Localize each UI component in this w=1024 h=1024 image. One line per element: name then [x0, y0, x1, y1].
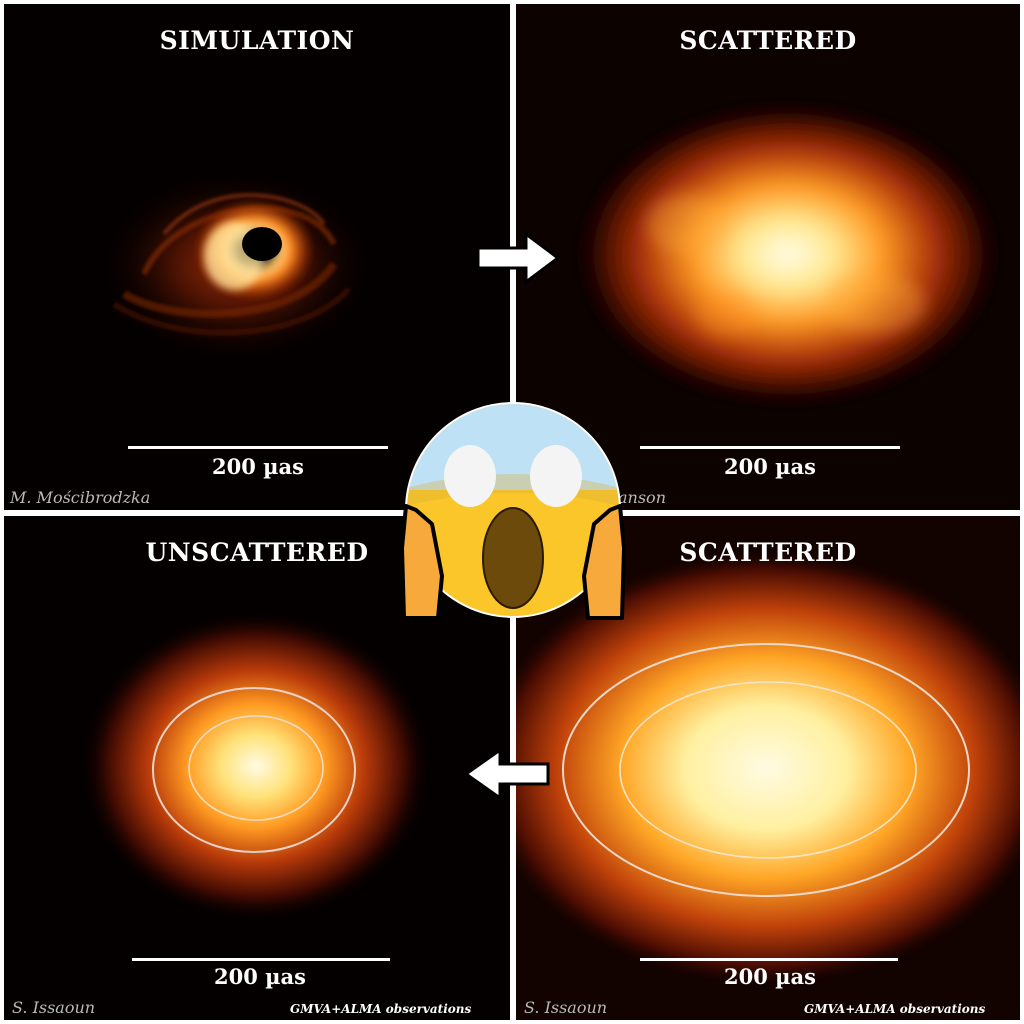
scale-bar: [128, 446, 388, 449]
unscattered-panel: UNSCATTERED 200 µas S. Issaoun GMVA+ALMA…: [4, 516, 510, 1020]
panel-title: UNSCATTERED: [145, 538, 369, 567]
scale-label: 200 µas: [214, 964, 306, 989]
image-credit: anson: [618, 488, 666, 507]
scale-label: 200 µas: [724, 454, 816, 479]
scattered-simulation-panel: SCATTERED 200 µas anson: [516, 4, 1020, 510]
panel-title: SCATTERED: [679, 538, 857, 567]
image-credit: M. Mościbrodzka: [10, 488, 151, 507]
simulation-panel: SIMULATION 200 µas M. Mościbrodzka: [4, 4, 510, 510]
observations-label: GMVA+ALMA observations: [804, 1002, 986, 1016]
scale-bar: [132, 958, 390, 961]
right-arrow-icon: [476, 231, 561, 285]
observations-label: GMVA+ALMA observations: [290, 1002, 472, 1016]
scale-bar: [640, 446, 900, 449]
scale-label: 200 µas: [212, 454, 304, 479]
image-credit: S. Issaoun: [12, 998, 96, 1017]
panel-title: SIMULATION: [159, 26, 355, 55]
unscattered-image: [81, 611, 431, 921]
scattered-observation-image: [516, 548, 1020, 988]
scale-label: 200 µas: [724, 964, 816, 989]
scale-bar: [640, 958, 898, 961]
black-hole-simulation-image: [101, 171, 371, 361]
image-credit: S. Issaoun: [524, 998, 608, 1017]
left-arrow-icon: [463, 747, 550, 801]
screaming-face-emoji-icon: [400, 402, 626, 620]
scattered-image: [578, 104, 998, 404]
panel-title: SCATTERED: [679, 26, 857, 55]
